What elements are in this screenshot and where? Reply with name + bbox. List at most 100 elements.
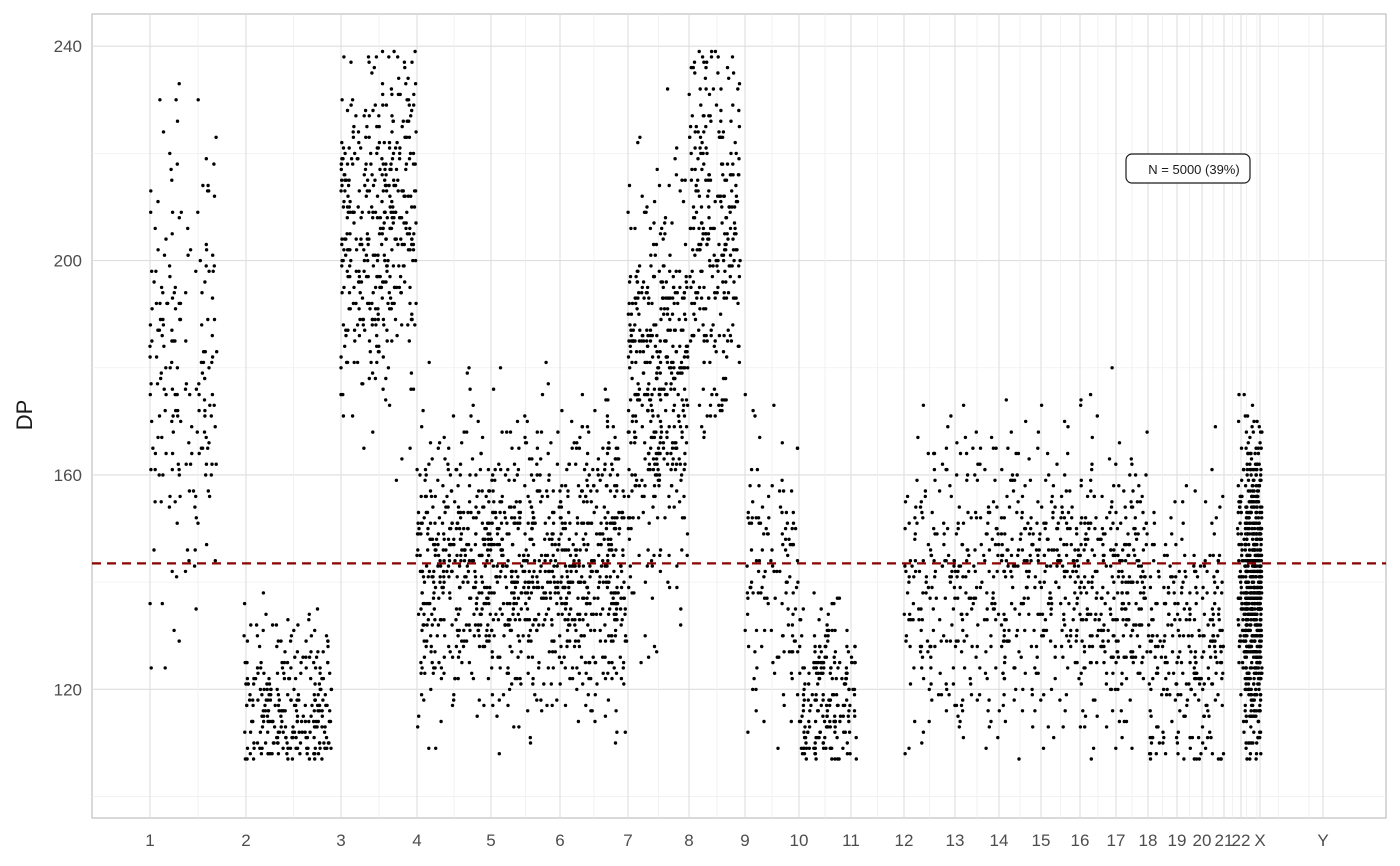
data-point [530, 521, 535, 525]
data-point [563, 484, 568, 488]
data-point [1002, 660, 1007, 665]
data-point [177, 82, 181, 86]
data-point [540, 709, 544, 713]
data-point [692, 60, 697, 64]
data-point [621, 666, 625, 670]
data-point [369, 162, 373, 166]
data-point [931, 628, 936, 633]
data-point [1015, 473, 1019, 477]
data-point [323, 725, 327, 729]
data-point [555, 698, 559, 702]
data-point [1241, 666, 1245, 670]
data-point [924, 575, 929, 579]
data-point [468, 473, 472, 477]
data-point [589, 612, 594, 616]
data-point [662, 457, 666, 461]
data-point [465, 564, 469, 568]
data-point [493, 510, 498, 515]
data-point [177, 473, 181, 477]
data-point [765, 596, 769, 600]
data-point [1095, 634, 1100, 638]
data-point [326, 644, 330, 649]
data-point [1209, 735, 1213, 740]
data-point [1259, 671, 1263, 675]
data-point [206, 489, 210, 493]
data-point [1190, 634, 1194, 638]
data-point [1114, 660, 1118, 665]
data-point [525, 559, 529, 563]
data-point [1210, 682, 1215, 686]
data-point [830, 628, 834, 633]
data-point [245, 660, 249, 665]
data-point [1253, 542, 1257, 547]
data-point [643, 457, 647, 461]
data-point [729, 151, 733, 156]
data-point [1257, 709, 1261, 713]
data-point [1245, 414, 1250, 418]
data-point [559, 660, 564, 665]
data-point [1134, 601, 1138, 606]
data-point [487, 542, 491, 547]
data-point [727, 264, 731, 268]
data-point [1029, 644, 1034, 649]
data-point [474, 580, 478, 584]
data-point [539, 553, 544, 558]
data-point [294, 735, 298, 740]
data-point [552, 580, 557, 584]
data-point [207, 366, 211, 370]
data-point [328, 709, 332, 713]
data-point [364, 162, 368, 166]
data-point [780, 441, 784, 445]
data-point [663, 516, 667, 520]
data-point [643, 580, 648, 584]
data-point [724, 296, 729, 300]
data-point [289, 698, 293, 702]
data-point [279, 725, 283, 729]
data-point [790, 650, 794, 654]
data-point [946, 553, 951, 558]
data-point [949, 494, 953, 499]
data-point [194, 387, 199, 391]
data-point [295, 714, 300, 718]
data-point [813, 719, 818, 724]
data-point [1073, 548, 1077, 552]
data-point [574, 548, 579, 552]
data-point [1162, 735, 1166, 740]
data-point [514, 601, 519, 606]
data-point [196, 98, 200, 102]
data-point [1205, 569, 1209, 574]
data-point [1136, 671, 1140, 675]
data-point [585, 478, 589, 482]
data-point [440, 521, 445, 525]
data-point [475, 607, 479, 611]
data-point [1250, 612, 1255, 616]
data-point [802, 666, 806, 670]
data-point [1236, 419, 1241, 424]
data-point [659, 398, 663, 402]
data-point [1216, 559, 1220, 563]
data-point [604, 526, 609, 531]
data-point [1175, 612, 1180, 616]
data-point [495, 564, 499, 568]
data-point [677, 269, 682, 273]
data-point [1174, 575, 1178, 579]
data-point [1249, 467, 1253, 472]
data-point [517, 446, 521, 450]
data-point [474, 532, 478, 536]
data-point [681, 328, 685, 332]
data-point [1151, 676, 1155, 681]
data-point [659, 307, 663, 311]
data-point [1177, 569, 1182, 574]
data-point [148, 344, 152, 348]
data-point [1235, 526, 1240, 531]
data-point [1178, 618, 1182, 622]
data-point [452, 537, 456, 541]
data-point [550, 650, 555, 654]
data-point [1177, 634, 1182, 638]
data-point [553, 650, 557, 654]
data-point [548, 596, 553, 600]
data-point [714, 258, 718, 263]
data-point [434, 537, 439, 541]
data-point [1259, 467, 1263, 472]
data-point [1176, 730, 1181, 734]
